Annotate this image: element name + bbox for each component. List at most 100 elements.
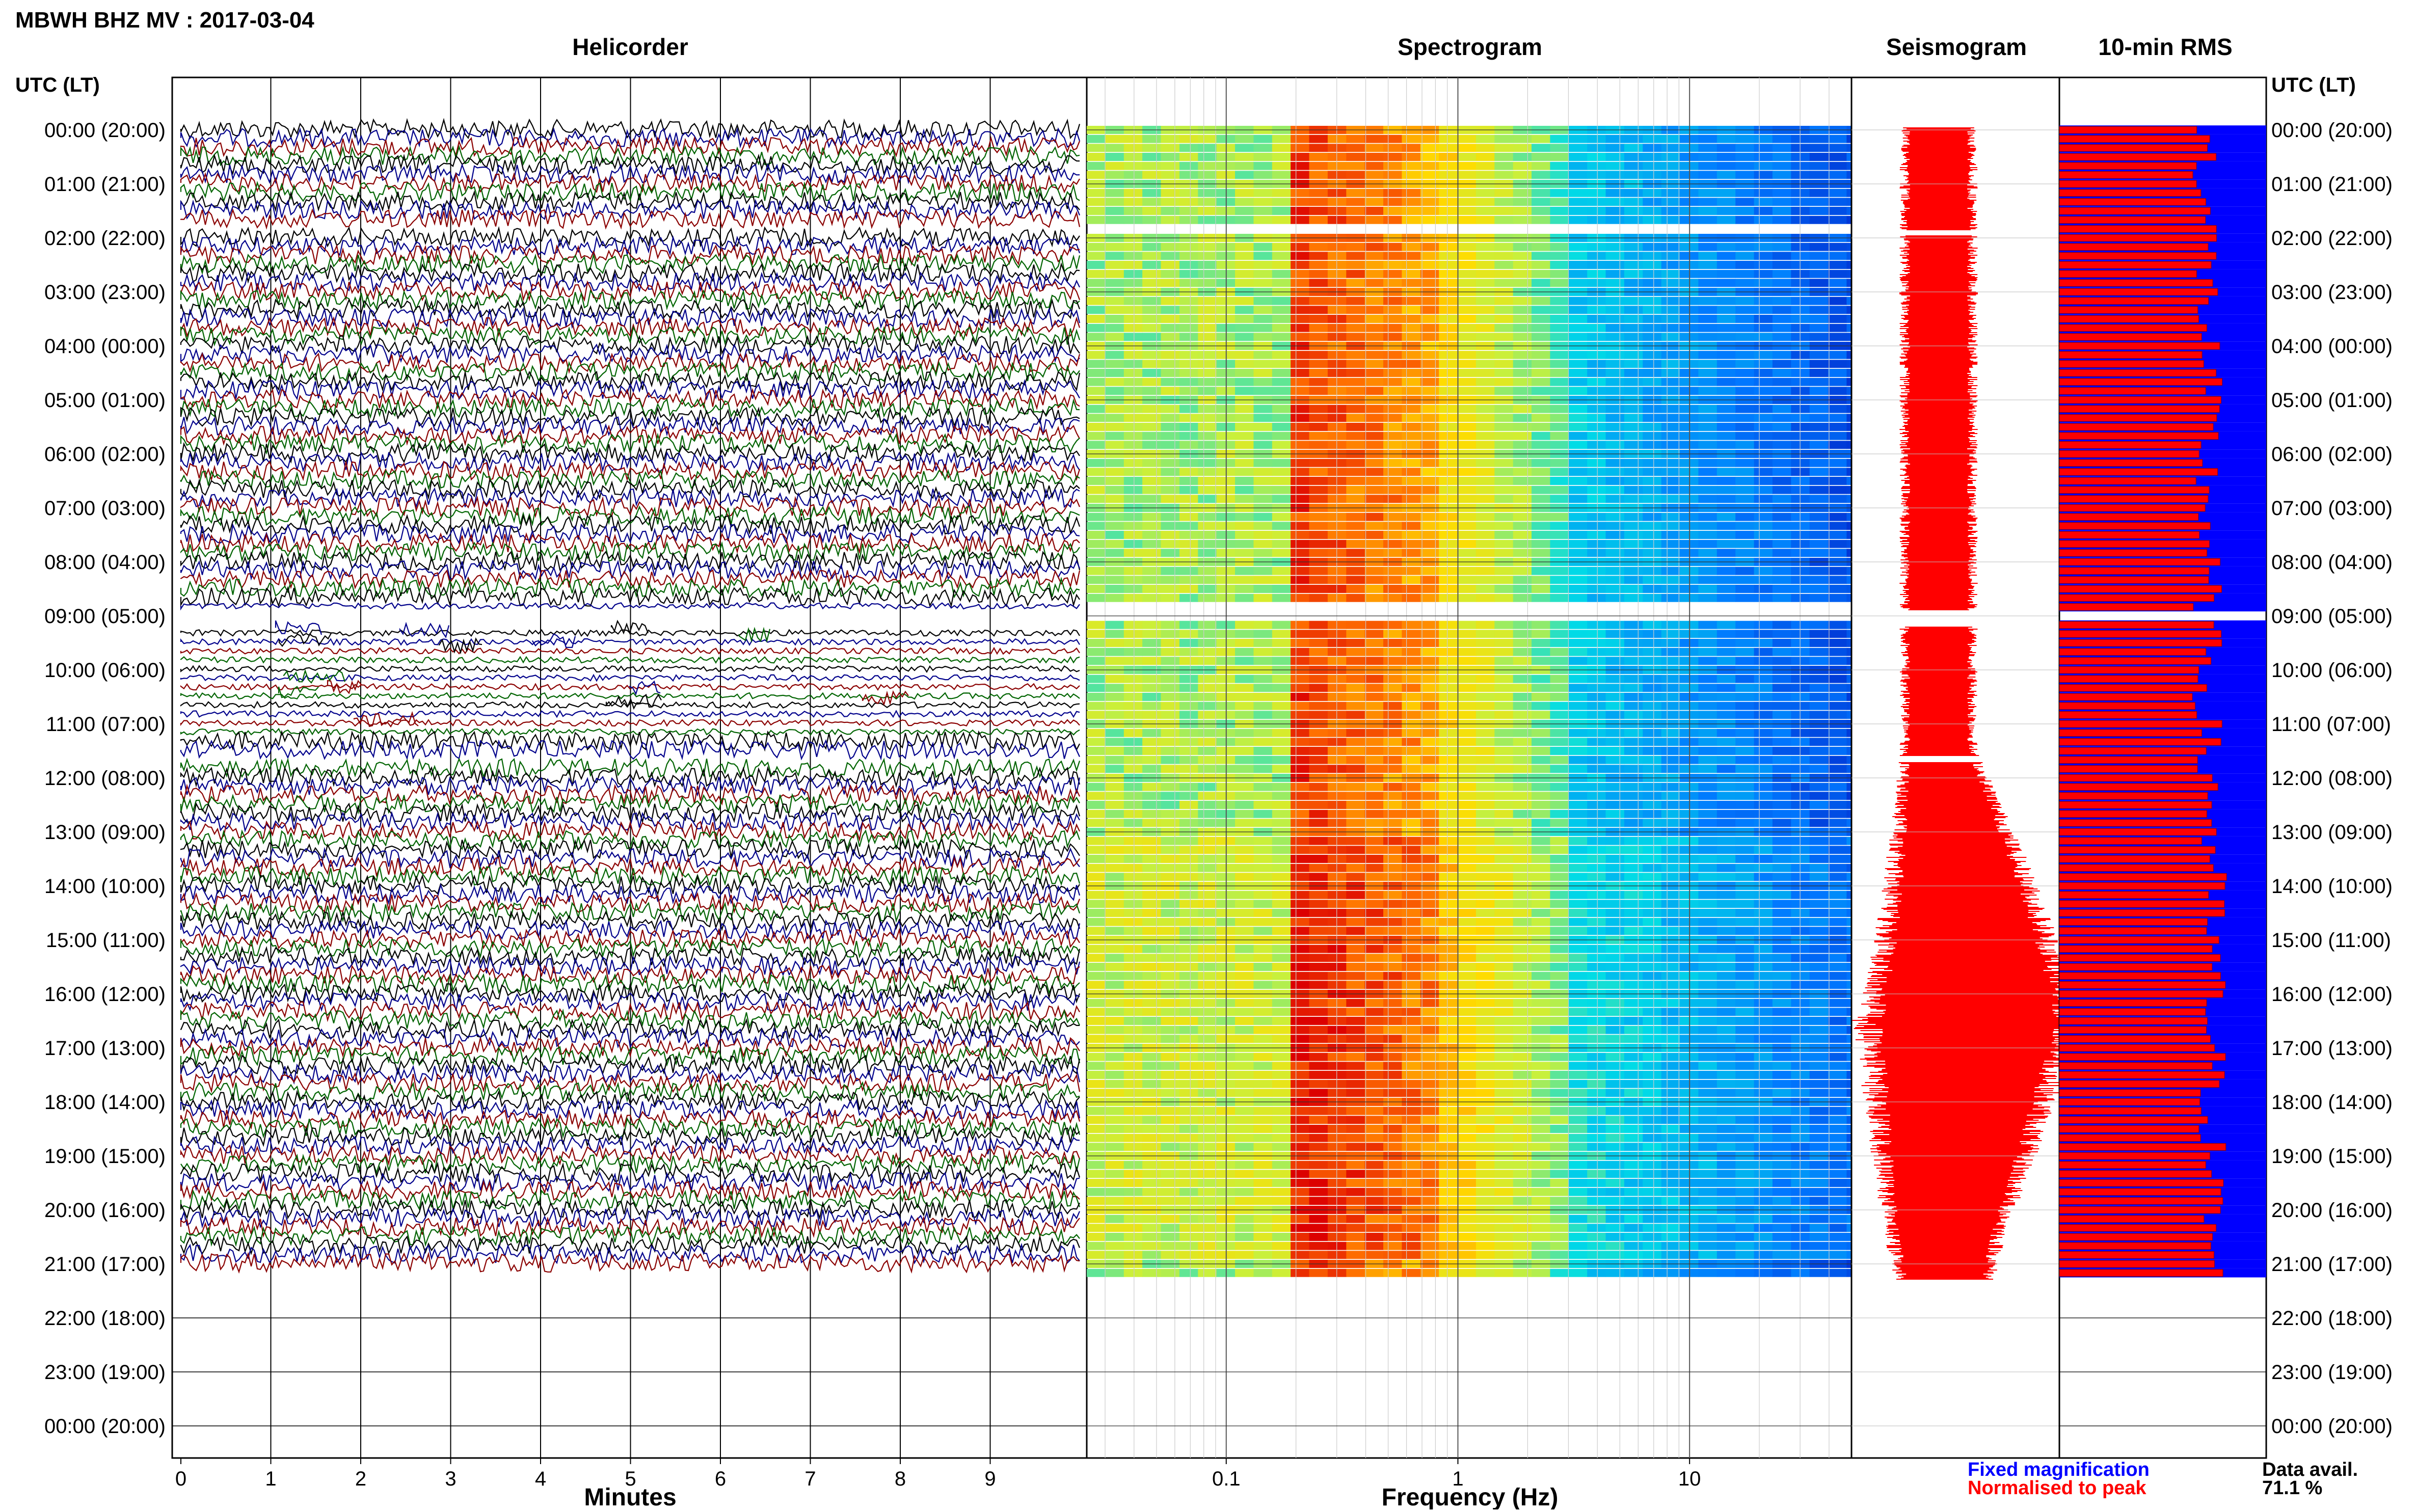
spectrogram-cell [1179,198,1198,206]
spectrogram-cell [1532,846,1550,854]
spectrogram-cell [1291,405,1309,413]
spectrogram-cell [1828,918,1847,926]
spectrogram-cell [1661,369,1680,377]
spectrogram-cell [1253,459,1272,467]
spectrogram-cell [1661,432,1680,440]
spectrogram-cell [1624,639,1643,647]
spectrogram-cell [1291,513,1309,521]
spectrogram-cell [1142,207,1161,215]
spectrogram-cell [1309,1170,1328,1178]
spectrogram-cell [1272,630,1291,638]
spectrogram-cell [1420,171,1439,179]
spectrogram-cell [1161,279,1180,287]
spectrogram-cell [1328,792,1347,800]
spectrogram-cell [1142,333,1161,341]
spectrogram-cell [1161,1062,1180,1070]
spectrogram-cell [1606,405,1625,413]
spectrogram-cell [1142,954,1161,962]
spectrogram-cell [1235,549,1254,557]
spectrogram-cell [1179,657,1198,665]
spectrogram-cell [1550,594,1569,602]
spectrogram-cell [1087,756,1106,764]
spectrogram-cell [1791,1062,1810,1070]
spectrogram-cell [1291,1089,1309,1097]
spectrogram-cell [1346,261,1365,269]
spectrogram-cell [1272,144,1291,152]
spectrogram-cell [1458,360,1477,368]
spectrogram-cell [1773,1035,1791,1043]
spectrogram-cell [1773,423,1791,431]
spectrogram-cell [1717,954,1736,962]
spectrogram-cell [1161,297,1180,305]
spectrogram-cell [1828,135,1847,143]
spectrogram-cell [1105,1080,1124,1088]
spectrogram-cell [1124,513,1143,521]
spectrogram-cell [1142,1071,1161,1079]
spectrogram-cell [1773,279,1791,287]
spectrogram-cell [1458,252,1477,260]
spectrogram-cell [1624,765,1643,773]
spectrogram-cell [1735,954,1754,962]
spectrogram-cell [1402,297,1420,305]
spectrogram-cell [1717,675,1736,683]
spectrogram-cell [1439,792,1458,800]
spectrogram-cell [1383,1125,1402,1133]
spectrogram-cell [1773,873,1791,881]
spectrogram-cell [1439,864,1458,872]
spectrogram-cell [1476,981,1495,989]
spectrogram-cell [1828,1008,1847,1016]
spectrogram-cell [1569,540,1588,548]
spectrogram-cell [1698,576,1717,584]
spectrogram-cell [1476,819,1495,827]
spectrogram-cell [1105,387,1124,395]
spectrogram-cell [1383,783,1402,791]
spectrogram-cell [1253,585,1272,593]
spectrogram-cell [1476,630,1495,638]
spectrogram-cell [1179,621,1198,629]
spectrogram-cell [1791,657,1810,665]
spectrogram-cell [1643,387,1661,395]
spectrogram-cell [1717,531,1736,539]
spectrogram-cell [1346,1080,1365,1088]
spectrogram-cell [1383,855,1402,863]
spectrogram-cell [1828,1134,1847,1142]
spectrogram-cell [1087,747,1106,755]
spectrogram-cell [1272,1071,1291,1079]
spectrogram-cell [1124,747,1143,755]
spectrogram-cell [1291,171,1309,179]
spectrogram-cell [1773,630,1791,638]
spectrogram-cell [1513,1161,1532,1169]
spectrogram-cell [1087,1161,1106,1169]
spectrogram-cell [1550,945,1569,953]
spectrogram-cell [1532,909,1550,917]
spectrogram-cell [1494,792,1513,800]
spectrogram-cell [1458,306,1477,314]
spectrogram-cell [1439,252,1458,260]
spectrogram-cell [1291,351,1309,359]
spectrogram-cell [1253,162,1272,170]
spectrogram-cell [1569,972,1588,980]
spectrogram-cell [1179,486,1198,494]
spectrogram-cell [1828,198,1847,206]
spectrogram-cell [1698,270,1717,278]
spectrogram-cell [1383,405,1402,413]
spectrogram-cell [1458,837,1477,845]
spectrogram-cell [1494,747,1513,755]
spectrogram-cell [1346,594,1365,602]
spectrogram-cell [1643,846,1661,854]
spectrogram-cell [1698,1053,1717,1061]
spectrogram-cell [1253,378,1272,386]
spectrogram-cell [1365,621,1384,629]
spectrogram-cell [1365,495,1384,503]
spectrogram-cell [1420,423,1439,431]
spectrogram-cell [1661,765,1680,773]
spectrogram-cell [1235,351,1254,359]
spectrogram-cell [1661,549,1680,557]
spectrogram-cell [1624,900,1643,908]
spectrogram-cell [1643,216,1661,224]
spectrogram-cell [1828,927,1847,935]
spectrogram-cell [1810,1017,1829,1025]
spectrogram-cell [1828,999,1847,1007]
spectrogram-cell [1661,216,1680,224]
spectrogram-cell [1735,522,1754,530]
